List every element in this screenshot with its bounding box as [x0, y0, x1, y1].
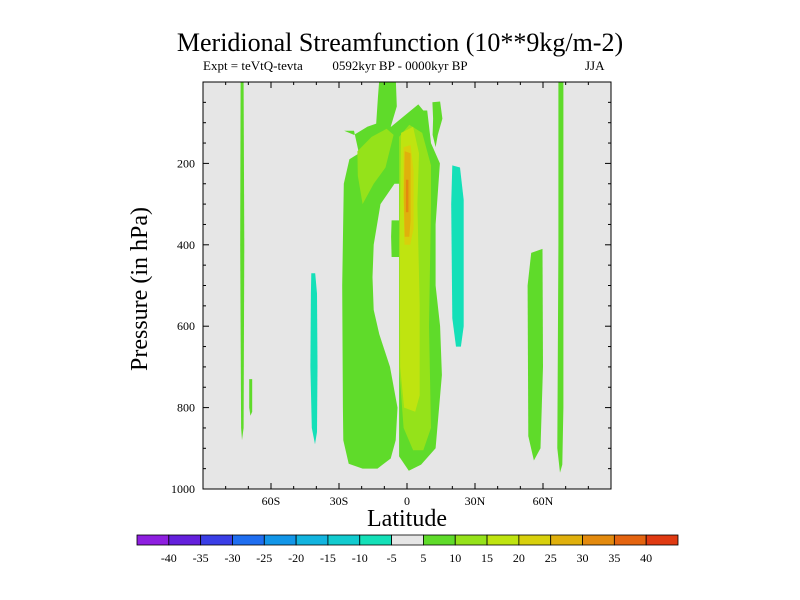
colorbar-label: 35 — [608, 551, 620, 565]
colorbar-swatch — [454, 534, 488, 546]
colorbar-label: -30 — [224, 551, 240, 565]
colorbar: -40 -35 -30 -25 -20 -15 -10 -5 5 10 15 20 25 30 35 40 — [136, 534, 679, 565]
contour-region-7 — [357, 128, 394, 205]
colorbar-swatch — [486, 534, 520, 546]
colorbar-label: -20 — [288, 551, 304, 565]
y-axis-label: Pressure (in hPa) — [127, 207, 153, 371]
contour-fills — [240, 82, 564, 473]
y-tick-label: 1000 — [171, 482, 195, 496]
colorbar-label: -40 — [161, 551, 177, 565]
x-axis-label: Latitude — [367, 506, 447, 532]
x-tick-label: 60N — [533, 494, 554, 508]
colorbar-label: 25 — [545, 551, 557, 565]
contour-region-6 — [432, 101, 443, 148]
contour-region-13 — [310, 273, 318, 445]
y-tick-label: 200 — [177, 156, 195, 170]
contour-region-14 — [451, 165, 464, 347]
axis-ticks: 200 400 600 800 1000 60S 30S 0 30N 60N — [171, 82, 611, 508]
x-tick-label: 0 — [404, 494, 410, 508]
contour-region-1 — [249, 379, 253, 416]
colorbar-label: 40 — [640, 551, 652, 565]
colorbar-swatch — [550, 534, 583, 546]
contour-region-0 — [240, 82, 245, 441]
colorbar-swatch — [613, 534, 647, 546]
colorbar-label: -15 — [320, 551, 336, 565]
colorbar-label: 5 — [420, 551, 426, 565]
season-label: JJA — [585, 58, 605, 73]
colorbar-label: -35 — [193, 551, 209, 565]
colorbar-label: 10 — [449, 551, 461, 565]
colorbar-swatch — [232, 534, 265, 546]
contour-region-5 — [557, 82, 564, 473]
colorbar-swatch — [423, 534, 456, 546]
contour-region-4 — [527, 248, 543, 461]
colorbar-label: -10 — [352, 551, 368, 565]
colorbar-swatch — [263, 534, 297, 546]
x-tick-label: 60S — [262, 494, 281, 508]
colorbar-label: 15 — [481, 551, 493, 565]
colorbar-swatch — [582, 534, 615, 546]
colorbar-swatch — [391, 534, 424, 546]
colorbar-label: -5 — [387, 551, 397, 565]
experiment-label: Expt = teVtQ-tevta — [203, 58, 303, 73]
y-tick-label: 400 — [177, 238, 195, 252]
colorbar-swatch — [645, 534, 679, 546]
colorbar-label: -25 — [256, 551, 272, 565]
y-tick-label: 600 — [177, 319, 195, 333]
colorbar-swatch — [295, 534, 329, 546]
contour-region-3 — [391, 220, 400, 257]
contour-region-12 — [405, 179, 409, 213]
colorbar-swatch — [136, 534, 170, 546]
colorbar-swatch — [200, 534, 233, 546]
colorbar-swatch — [327, 534, 361, 546]
chart-title: Meridional Streamfunction (10**9kg/m-2) — [176, 28, 624, 57]
y-tick-label: 800 — [177, 401, 195, 415]
x-tick-label: 30S — [330, 494, 349, 508]
colorbar-label: 30 — [577, 551, 589, 565]
x-tick-label: 30N — [465, 494, 486, 508]
colorbar-swatch — [168, 534, 202, 546]
colorbar-label: 20 — [513, 551, 525, 565]
colorbar-swatch — [518, 534, 552, 546]
colorbar-swatch — [359, 534, 392, 546]
period-label: 0592kyr BP - 0000kyr BP — [332, 58, 468, 73]
